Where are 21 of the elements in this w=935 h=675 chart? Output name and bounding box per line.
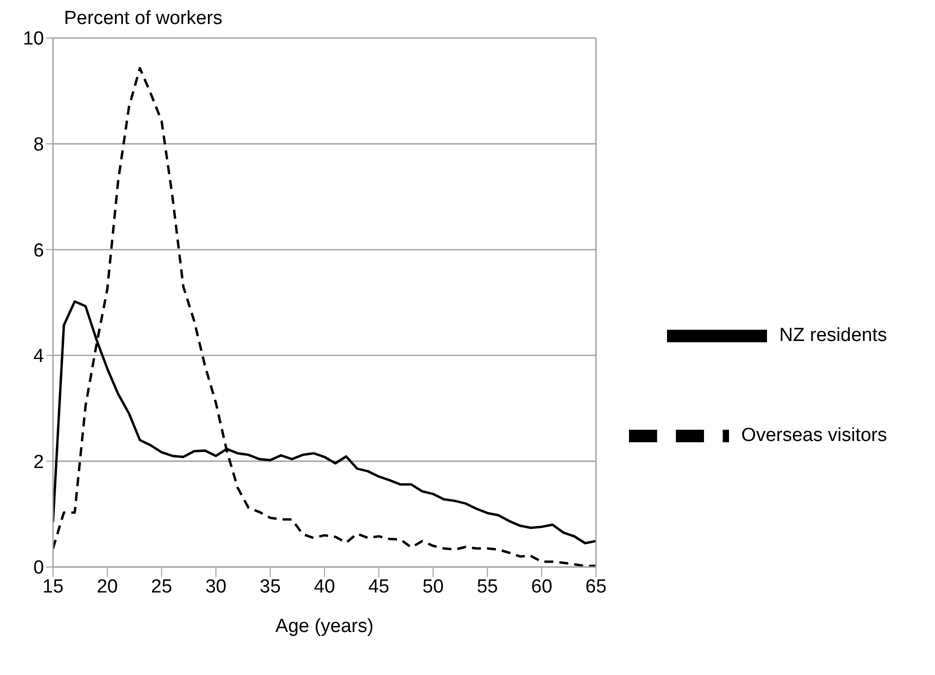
x-tick-label: 15 <box>42 576 64 598</box>
x-tick-label: 30 <box>205 576 226 598</box>
y-tick-label: 0 <box>33 558 44 579</box>
y-tick-label: 10 <box>22 28 44 50</box>
x-tick-label: 35 <box>260 576 281 598</box>
x-tick-label: 20 <box>96 576 118 598</box>
x-tick-label: 45 <box>368 576 390 598</box>
x-tick-label: 60 <box>531 576 552 598</box>
x-axis-title: Age (years) <box>275 616 374 637</box>
x-tick-label: 65 <box>585 576 607 598</box>
x-tick-label: 40 <box>314 576 336 598</box>
text: NZ residents <box>779 325 887 346</box>
y-tick-label: 4 <box>33 346 44 368</box>
text: Overseas visitors <box>741 425 887 446</box>
y-tick-label: 6 <box>33 240 44 262</box>
x-tick-label: 55 <box>476 576 498 598</box>
y-tick-label: 2 <box>33 452 44 473</box>
y-axis-title: Percent of workers <box>64 8 222 30</box>
y-tick-label: 8 <box>33 134 44 156</box>
x-tick-label: 25 <box>151 576 172 598</box>
x-tick-label: 50 <box>422 576 444 598</box>
